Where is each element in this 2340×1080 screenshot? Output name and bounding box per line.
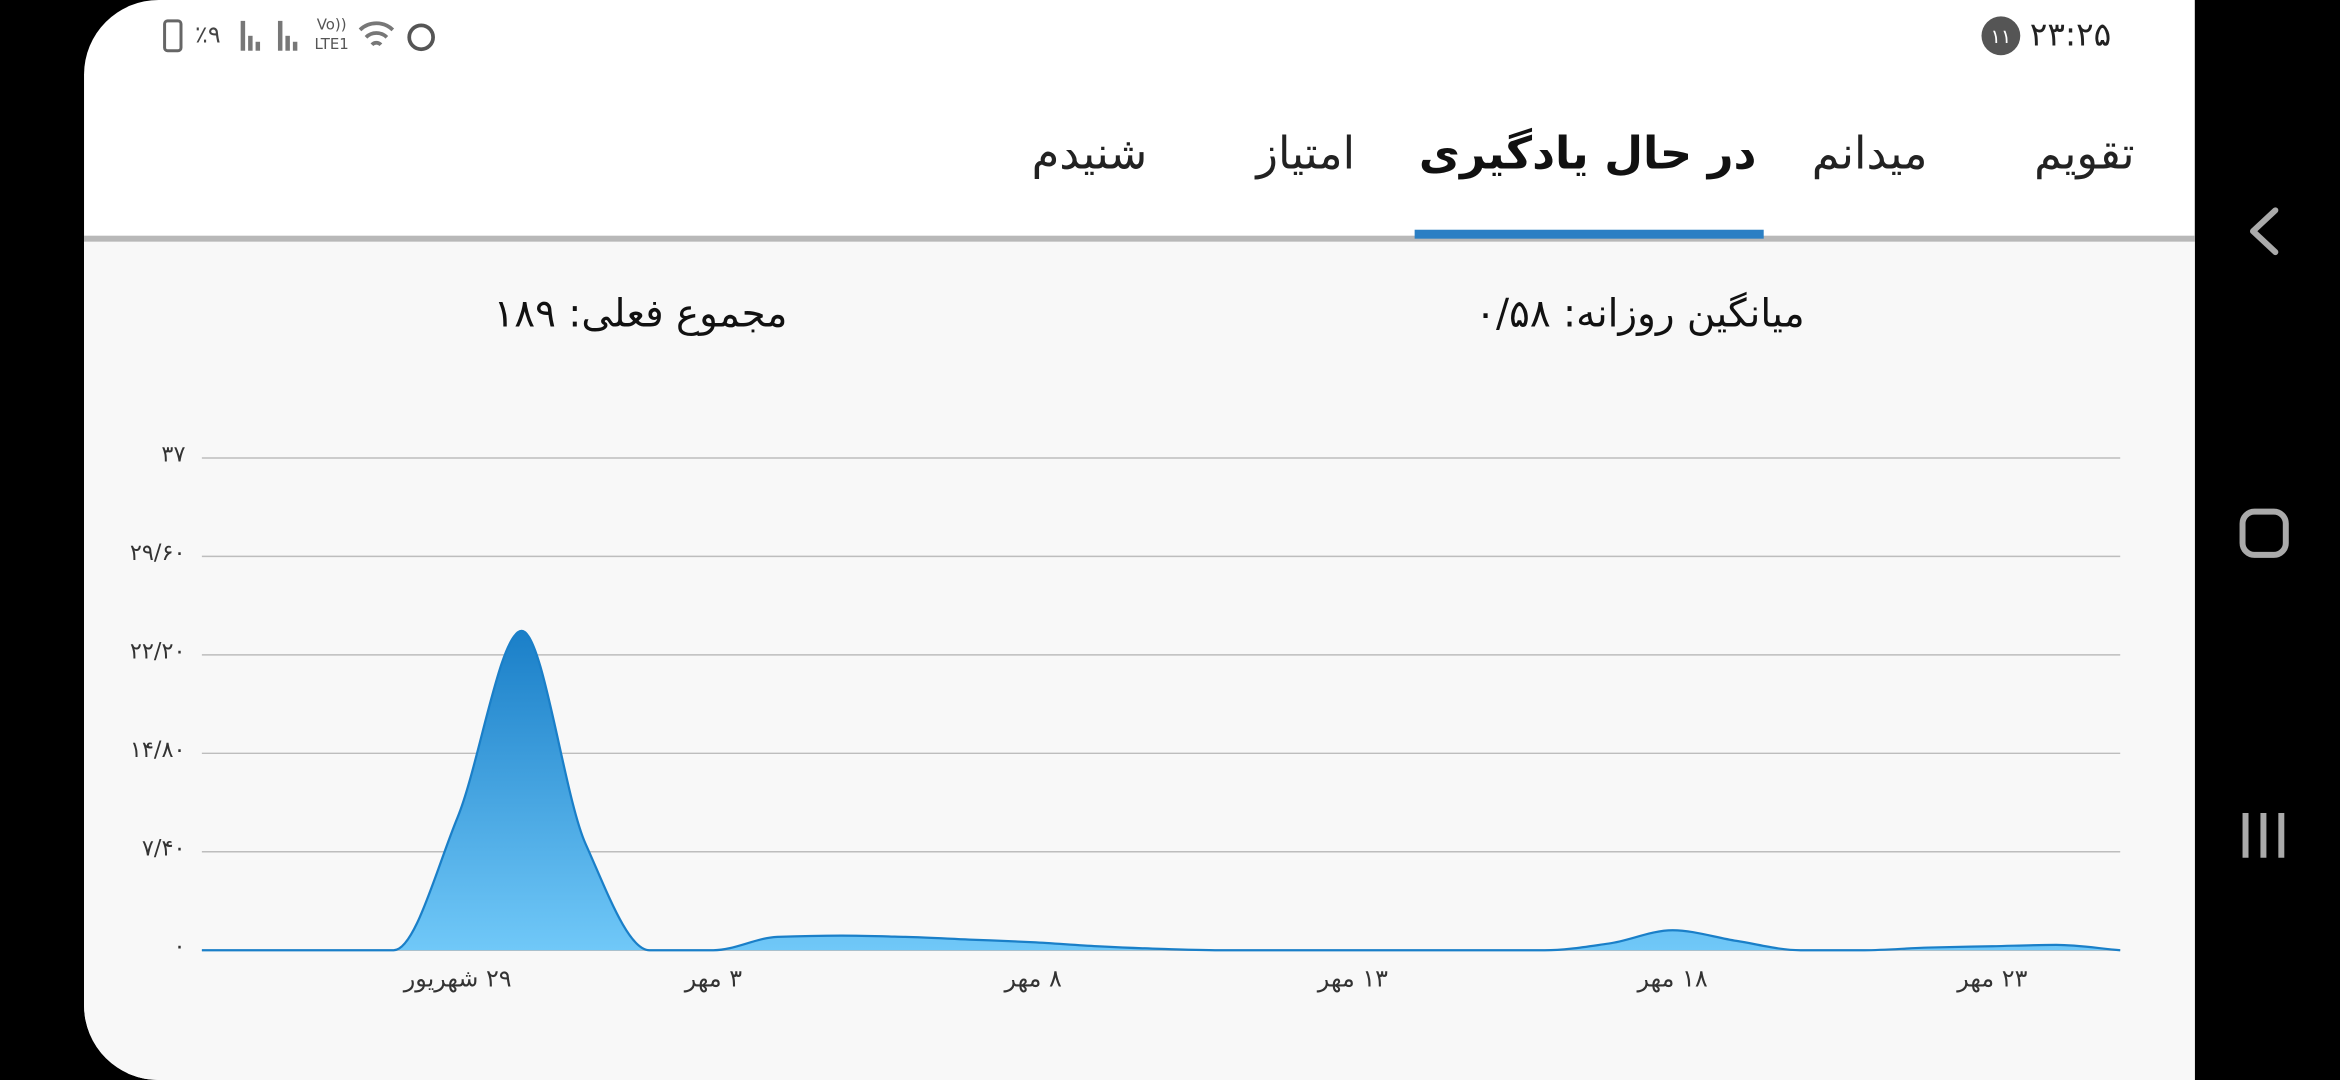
- clock: ۲۳:۲۵: [2030, 15, 2112, 53]
- battery-icon: [163, 19, 183, 53]
- volte-label: Vo)): [317, 15, 347, 33]
- y-tick-label: ۱۴/۸۰: [130, 737, 186, 763]
- x-tick-label: ۱۳ مهر: [1317, 965, 1388, 993]
- back-button[interactable]: [2250, 207, 2279, 256]
- x-tick-label: ۲۹ شهریور: [403, 965, 512, 993]
- y-tick-label: ۲۲/۲۰: [130, 638, 186, 664]
- alarm-icon: [407, 23, 435, 52]
- lte-label: LTE1: [315, 35, 349, 53]
- battery-level: ٪۹: [195, 20, 221, 48]
- y-tick-label: ۲۹/۶۰: [130, 540, 186, 566]
- content-area: [84, 241, 2195, 1080]
- area-line: [201, 629, 2121, 952]
- tab[interactable]: میدانم: [1812, 127, 1928, 180]
- signal-icons: [240, 20, 298, 51]
- x-tick-label: ۳ مهر: [684, 965, 743, 993]
- tab[interactable]: شنیدم: [1032, 127, 1148, 180]
- tab[interactable]: امتیاز: [1254, 127, 1355, 180]
- x-tick-label: ۲۳ مهر: [1956, 965, 2027, 993]
- chart: ۰ ۷/۴۰ ۱۴/۸۰ ۲۲/۲۰ ۲۹/۶۰ ۳۷ ۲۹ شهریور ۳ مهر ۸ مه…: [130, 441, 2121, 993]
- y-tick-label: ۳۷: [161, 441, 185, 467]
- tab-selected[interactable]: در حال یادگیری: [1419, 127, 1756, 180]
- daily-average: میانگین روزانه: ۰/۵۸: [1475, 292, 1804, 337]
- badge-count: ۱۱: [1990, 25, 2011, 48]
- x-tick-label: ۸ مهر: [1003, 965, 1062, 993]
- tab-divider: [84, 235, 2195, 242]
- home-button[interactable]: [2239, 508, 2289, 558]
- wifi-icon: [358, 21, 395, 47]
- tab[interactable]: تقویم: [2034, 127, 2134, 180]
- x-tick-label: ۱۸ مهر: [1637, 965, 1708, 993]
- recents-button[interactable]: [2242, 812, 2285, 858]
- tab-indicator: [1414, 229, 1764, 239]
- y-tick-label: ۰: [173, 934, 185, 960]
- current-total: مجموع فعلی: ۱۸۹: [493, 292, 787, 337]
- notification-badge: [1981, 16, 2021, 56]
- y-tick-label: ۷/۴۰: [142, 835, 186, 861]
